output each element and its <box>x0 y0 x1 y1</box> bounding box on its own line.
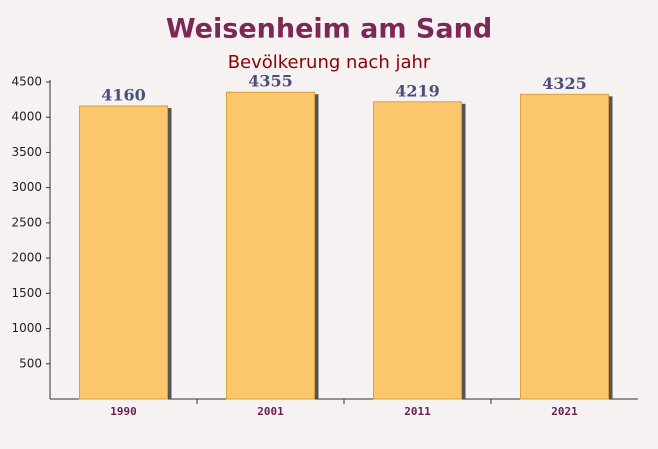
value-label: 4355 <box>248 72 293 91</box>
bar <box>226 91 315 400</box>
x-tick-label: 2001 <box>257 405 284 418</box>
bar <box>520 93 609 400</box>
x-tick-label: 2021 <box>551 405 578 418</box>
value-label: 4219 <box>395 81 440 100</box>
value-label: 4325 <box>542 74 587 93</box>
y-tick-label: 4500 <box>11 75 42 89</box>
chart-title: Weisenheim am Sand <box>166 14 492 45</box>
bar <box>79 105 168 400</box>
y-tick-label: 3000 <box>11 180 42 194</box>
y-tick-label: 2500 <box>11 215 42 229</box>
y-tick-label: 3500 <box>11 145 42 159</box>
x-tick-label: 2011 <box>404 405 431 418</box>
y-tick-label: 4000 <box>11 110 42 124</box>
y-tick-label: 500 <box>19 356 42 370</box>
y-tick-label: 2000 <box>11 251 42 265</box>
x-tick-label: 1990 <box>110 405 137 418</box>
y-tick-label: 1000 <box>11 321 42 335</box>
value-label: 4160 <box>101 85 146 104</box>
bar <box>373 101 462 400</box>
chart-subtitle: Bevölkerung nach jahr <box>228 52 431 73</box>
y-tick-label: 1500 <box>11 286 42 300</box>
